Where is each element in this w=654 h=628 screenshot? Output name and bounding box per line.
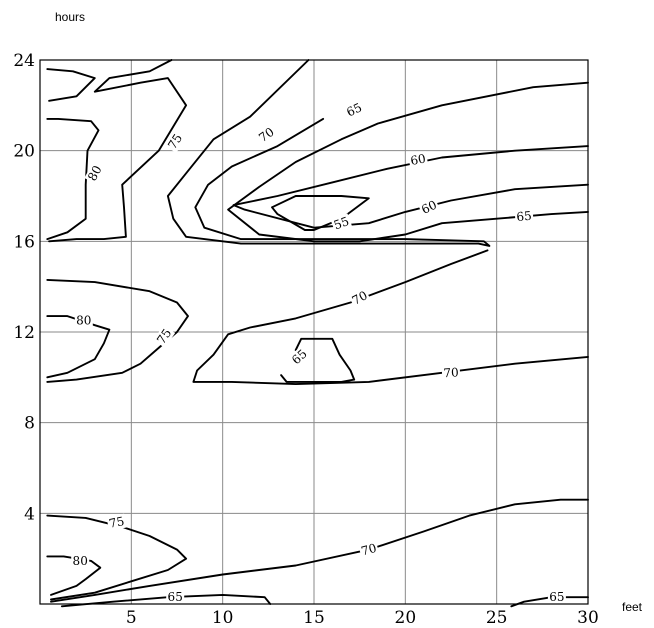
contour-label-17: 65 bbox=[547, 590, 566, 605]
contour-line-80-0 bbox=[46, 68, 96, 102]
contour-line-70-9 bbox=[192, 249, 589, 386]
contour-label-text-12: 70 bbox=[443, 365, 459, 380]
contour-line-65-10 bbox=[280, 337, 356, 383]
x-tick-label-3: 20 bbox=[395, 608, 417, 628]
y-tick-label-0: 4 bbox=[24, 504, 35, 524]
contour-label-5: 60 bbox=[417, 197, 441, 218]
contour-label-text-6: 65 bbox=[516, 209, 533, 225]
contour-label-text-2: 70 bbox=[256, 125, 277, 145]
contour-label-11: 65 bbox=[288, 345, 311, 369]
x-axis-unit-label: feet bbox=[622, 600, 643, 614]
contour-label-3: 65 bbox=[343, 99, 366, 121]
contour-label-8: 80 bbox=[74, 313, 93, 328]
y-axis-unit-label: hours bbox=[55, 10, 85, 24]
contour-label-0: 80 bbox=[84, 162, 106, 185]
contour-lines bbox=[46, 59, 589, 608]
x-tick-label-4: 25 bbox=[486, 608, 508, 628]
x-tick-label-5: 30 bbox=[577, 608, 599, 628]
contour-line-70-3 bbox=[166, 59, 491, 247]
contour-label-7: 55 bbox=[330, 213, 353, 233]
contour-label-2: 70 bbox=[255, 123, 278, 146]
contour-line-60-5 bbox=[232, 145, 589, 229]
contour-label-16: 65 bbox=[166, 590, 185, 605]
y-tick-label-3: 16 bbox=[13, 232, 35, 252]
contour-label-text-7: 55 bbox=[332, 214, 351, 232]
y-tick-label-5: 24 bbox=[13, 51, 35, 71]
contour-line-65-14 bbox=[60, 593, 272, 608]
contour-label-text-16: 65 bbox=[168, 590, 183, 604]
contour-line-80-11 bbox=[46, 555, 102, 596]
tick-labels: 5 10 15 20 25 30 4 8 12 16 20 24 bbox=[13, 51, 598, 628]
y-tick-label-1: 8 bbox=[24, 414, 35, 434]
contour-label-text-4: 60 bbox=[409, 151, 426, 167]
contour-label-1: 75 bbox=[164, 130, 186, 153]
y-tick-label-4: 20 bbox=[13, 142, 35, 162]
contour-label-13: 75 bbox=[106, 513, 127, 532]
contour-line-80-7 bbox=[46, 315, 111, 379]
contour-label-14: 80 bbox=[71, 553, 90, 568]
contour-label-text-14: 80 bbox=[73, 554, 88, 568]
contour-label-10: 70 bbox=[348, 287, 371, 309]
contour-line-75-12 bbox=[46, 514, 188, 601]
contour-label-text-0: 80 bbox=[85, 163, 105, 183]
contour-line-75-8 bbox=[46, 278, 189, 383]
contour-labels: 80 75 70 65 60 60 65 55 80 75 70 65 70 75 80 70 65 65 bbox=[71, 99, 566, 605]
contour-label-text-3: 65 bbox=[344, 100, 364, 119]
y-tick-label-2: 12 bbox=[13, 323, 35, 343]
contour-label-text-1: 75 bbox=[165, 131, 185, 151]
contour-label-15: 70 bbox=[358, 540, 380, 559]
contour-label-6: 65 bbox=[514, 208, 534, 225]
contour-label-text-8: 80 bbox=[76, 314, 91, 328]
contour-label-text-9: 75 bbox=[154, 326, 174, 347]
plot-frame bbox=[39, 59, 589, 605]
contour-label-12: 70 bbox=[441, 365, 461, 381]
contour-line-80-1 bbox=[46, 117, 100, 241]
contour-line-65-4 bbox=[227, 81, 589, 243]
x-tick-label-2: 15 bbox=[303, 608, 325, 628]
contour-label-text-5: 60 bbox=[419, 198, 439, 217]
contour-line-75-2 bbox=[48, 59, 188, 243]
contour-label-9: 75 bbox=[153, 325, 176, 348]
contour-label-4: 60 bbox=[408, 151, 429, 169]
x-tick-label-1: 10 bbox=[212, 608, 234, 628]
contour-label-text-15: 70 bbox=[360, 541, 378, 558]
contour-label-text-11: 65 bbox=[289, 347, 310, 368]
contour-label-text-17: 65 bbox=[549, 590, 564, 604]
contour-label-text-10: 70 bbox=[350, 288, 370, 308]
x-tick-label-0: 5 bbox=[126, 608, 137, 628]
contour-label-text-13: 75 bbox=[108, 514, 126, 531]
